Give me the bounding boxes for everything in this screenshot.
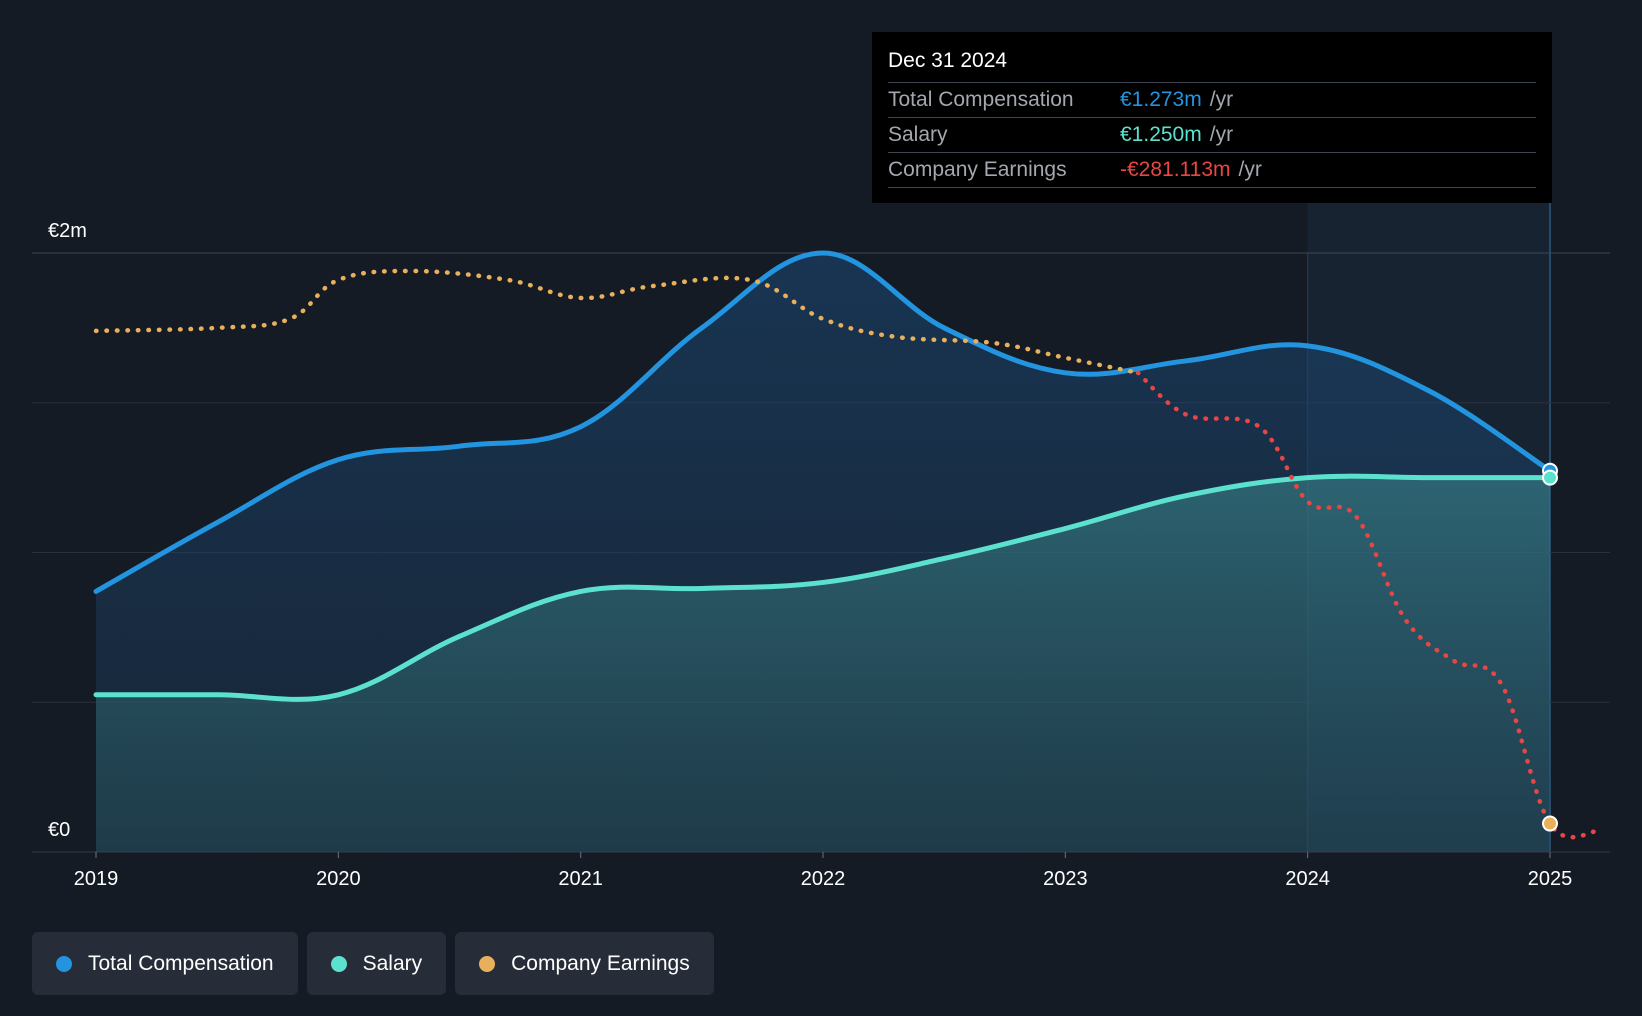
x-tick-label: 2021 [558,868,603,890]
legend-item-company-earnings[interactable]: Company Earnings [455,932,714,995]
y-axis-label-zero: €0 [48,819,70,841]
salary-area [96,476,1550,852]
salary-marker [1542,469,1558,486]
company-earnings-line [93,268,1141,376]
y-axis-label-max: €2m [48,220,87,242]
tooltip-row-salary: Salary €1.250m /yr [888,118,1536,153]
legend-dot-icon [56,955,72,972]
tooltip-value: €1.273m [1120,88,1202,111]
tooltip: Dec 31 2024 Total Compensation €1.273m /… [872,32,1552,203]
legend-label: Salary [362,951,423,975]
tooltip-date: Dec 31 2024 [888,46,1536,83]
x-tick-label: 2020 [316,868,361,890]
x-tick-label: 2024 [1285,868,1330,890]
company-earnings-marker [1542,815,1558,832]
legend-item-total-compensation[interactable]: Total Compensation [32,932,298,995]
legend-label: Company Earnings [511,951,690,975]
tooltip-row-company-earnings: Company Earnings -€281.113m /yr [888,153,1536,188]
x-tick-label: 2025 [1528,868,1573,890]
tooltip-label: Total Compensation [888,88,1074,111]
x-tick-label: 2019 [74,868,119,890]
legend: Total Compensation Salary Company Earnin… [32,932,714,995]
legend-dot-icon [330,955,347,972]
tooltip-label: Company Earnings [888,158,1067,181]
tooltip-unit: /yr [1209,123,1234,146]
legend-label: Total Compensation [88,951,274,975]
tooltip-label: Salary [888,123,948,146]
tooltip-value: -€281.113m [1120,158,1231,181]
legend-dot-icon [479,955,496,972]
x-tick-label: 2022 [801,868,846,890]
total-compensation-line [93,250,1553,594]
tooltip-value: €1.250m [1120,123,1202,146]
tooltip-unit: /yr [1209,88,1234,111]
tooltip-row-total-compensation: Total Compensation €1.273m /yr [888,83,1536,118]
tooltip-unit: /yr [1238,158,1262,181]
x-tick-label: 2023 [1043,868,1088,890]
legend-item-salary[interactable]: Salary [306,932,447,995]
salary-line [93,473,1553,702]
company-earnings-negative-line [1135,370,1601,840]
